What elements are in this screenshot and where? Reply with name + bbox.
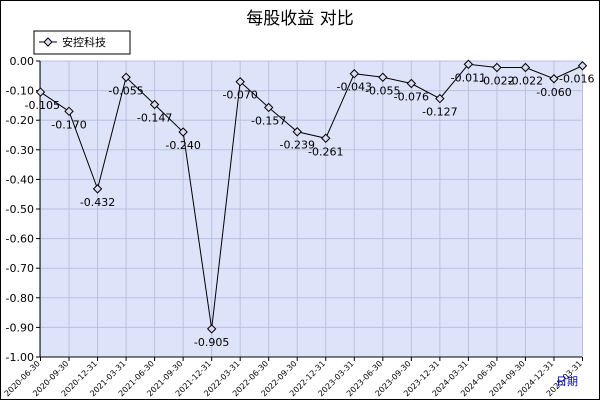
data-point-marker bbox=[549, 74, 559, 84]
y-tick-label: -0.50 bbox=[6, 203, 34, 216]
series-markers bbox=[35, 59, 588, 334]
data-point-marker bbox=[35, 87, 46, 97]
data-point-marker bbox=[349, 69, 359, 79]
data-label: -0.157 bbox=[251, 114, 286, 127]
y-tick-label: -0.20 bbox=[6, 114, 34, 127]
y-tick-label: -0.90 bbox=[6, 321, 34, 334]
data-point-marker bbox=[520, 62, 531, 73]
y-tick-label: -0.80 bbox=[6, 292, 34, 305]
x-axis-ticks: 2020-06-302020-09-302020-12-312021-03-31… bbox=[3, 357, 584, 398]
data-label: -0.147 bbox=[137, 112, 172, 125]
data-labels: -0.105 -0.170 -0.432 -0.055 -0.147 -0.240 -0.9… bbox=[25, 71, 595, 349]
y-tick-label: -0.40 bbox=[6, 173, 34, 186]
data-point-marker bbox=[577, 61, 588, 71]
y-tick-label: 0.00 bbox=[10, 55, 35, 68]
legend-label: 安控科技 bbox=[62, 35, 106, 49]
data-point-marker bbox=[492, 62, 502, 73]
y-tick-label: -0.70 bbox=[6, 262, 34, 275]
data-point-marker bbox=[321, 133, 331, 143]
data-label: -0.239 bbox=[280, 139, 315, 152]
data-label: -0.105 bbox=[25, 99, 60, 112]
data-point-marker bbox=[378, 72, 388, 82]
data-point-marker bbox=[92, 184, 103, 194]
data-label: -0.170 bbox=[51, 118, 86, 131]
chart-title: 每股收益 对比 bbox=[246, 9, 354, 29]
legend: 安控科技 bbox=[33, 30, 131, 55]
data-point-marker bbox=[206, 324, 217, 334]
y-axis-ticks: 0.00 -0.10 -0.20 -0.30 -0.40 -0.50 -0.60 -0.70 -… bbox=[6, 55, 40, 364]
grid-lines bbox=[40, 60, 583, 358]
data-point-marker bbox=[463, 59, 474, 69]
data-point-marker bbox=[178, 127, 188, 137]
data-point-marker bbox=[64, 106, 74, 117]
data-label: -0.060 bbox=[536, 86, 571, 99]
data-label: -0.240 bbox=[165, 139, 200, 152]
series-line bbox=[40, 63, 583, 329]
data-label: -0.076 bbox=[394, 90, 429, 103]
data-label: -0.022 bbox=[508, 75, 543, 88]
data-label: -0.016 bbox=[559, 73, 594, 86]
data-point-marker bbox=[235, 77, 245, 87]
y-tick-label: -0.60 bbox=[6, 233, 34, 246]
data-point-marker bbox=[435, 93, 445, 104]
data-point-marker bbox=[121, 72, 131, 82]
y-tick-label: -1.00 bbox=[6, 351, 34, 364]
y-tick-label: -0.10 bbox=[6, 85, 34, 98]
legend-marker-icon bbox=[43, 37, 53, 47]
data-label: -0.905 bbox=[194, 336, 229, 349]
data-label: -0.432 bbox=[80, 196, 115, 209]
data-point-marker bbox=[406, 78, 417, 89]
data-label: -0.022 bbox=[479, 75, 514, 88]
data-label: -0.055 bbox=[108, 84, 143, 97]
legend-box bbox=[33, 30, 131, 55]
data-label: -0.011 bbox=[451, 71, 486, 84]
data-label: -0.043 bbox=[337, 81, 372, 94]
data-label: -0.070 bbox=[222, 89, 257, 102]
data-label: -0.055 bbox=[365, 84, 400, 97]
data-label: -0.127 bbox=[422, 106, 457, 119]
data-point-marker bbox=[264, 102, 274, 113]
data-label: -0.261 bbox=[308, 145, 343, 158]
data-point-marker bbox=[292, 127, 302, 137]
data-point-marker bbox=[149, 99, 160, 110]
y-tick-label: -0.30 bbox=[6, 144, 34, 157]
x-axis-label: 日期 bbox=[556, 375, 578, 388]
